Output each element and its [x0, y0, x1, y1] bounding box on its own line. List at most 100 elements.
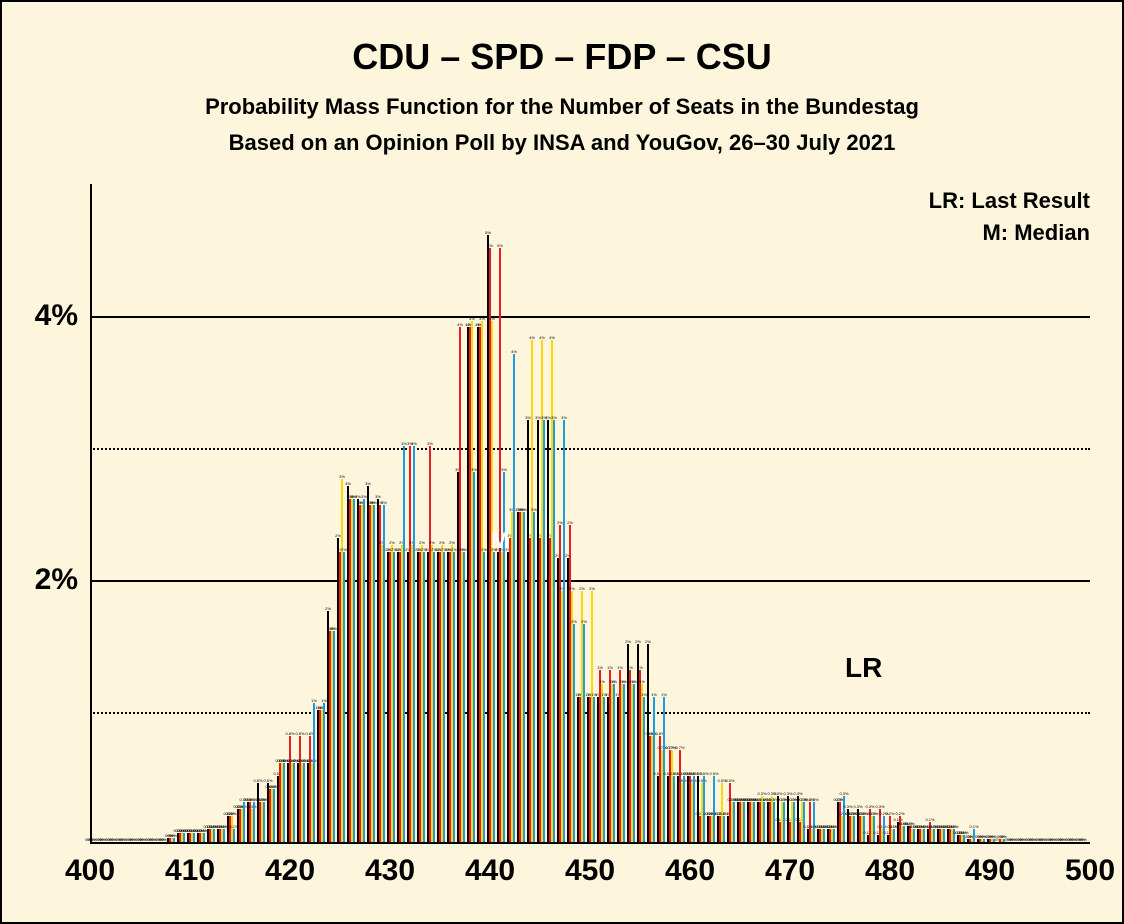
- bar: 2%: [573, 624, 575, 842]
- bar: 3%: [353, 499, 355, 842]
- x-tick-label: 470: [765, 854, 815, 888]
- bar: 0.6%: [293, 763, 295, 842]
- bar-value-label: 0.3%: [843, 804, 852, 809]
- bar-value-label: 1%: [637, 665, 643, 670]
- bar: 2%: [423, 552, 425, 842]
- bar: 1%: [313, 703, 315, 842]
- bar-value-label: 0.3%: [793, 791, 802, 796]
- y-tick-label: 2%: [35, 563, 78, 597]
- bar: 0.1%: [913, 829, 915, 842]
- bar: 0.3%: [793, 802, 795, 842]
- bar: 0.1%: [833, 829, 835, 842]
- bar: 3%: [533, 512, 535, 842]
- chart-title: CDU – SPD – FDP – CSU: [0, 36, 1124, 78]
- bar: 1%: [593, 697, 595, 842]
- bar-value-label: 3%: [345, 481, 351, 486]
- bar-value-label: 0.3%: [247, 804, 256, 809]
- bar: 0%: [983, 839, 985, 842]
- bar: 0.4%: [273, 789, 275, 842]
- bar-value-label: 2%: [579, 586, 585, 591]
- bar: 2%: [483, 552, 485, 842]
- bar: 3%: [413, 446, 415, 842]
- bar-value-label: 0.5%: [697, 778, 706, 783]
- bar-value-label: 0.1%: [949, 824, 958, 829]
- bar: 0.3%: [803, 802, 805, 842]
- bar: 2%: [453, 552, 455, 842]
- bar-value-label: 0.2%: [895, 811, 904, 816]
- bar: 0.3%: [763, 802, 765, 842]
- bar-value-label: 0%: [1081, 837, 1087, 842]
- bar-value-label: 1%: [639, 679, 645, 684]
- bar-value-label: 1%: [597, 665, 603, 670]
- bar: 0.5%: [683, 776, 685, 842]
- x-axis-line: [90, 842, 1090, 844]
- bar-value-label: 0.5%: [677, 778, 686, 783]
- bar-value-label: 3%: [427, 441, 433, 446]
- bar-value-label: 2%: [325, 606, 331, 611]
- bar: 3%: [523, 512, 525, 842]
- bar-value-label: 0.5%: [263, 778, 272, 783]
- bar-value-label: 0.3%: [757, 791, 766, 796]
- bar-value-label: 2%: [449, 540, 455, 545]
- bar-value-label: 2%: [567, 520, 573, 525]
- bar-value-label: 0.6%: [307, 758, 316, 763]
- x-tick-label: 430: [365, 854, 415, 888]
- bar: 2%: [463, 552, 465, 842]
- bar-value-label: 3%: [551, 415, 557, 420]
- bar-value-label: 4%: [539, 335, 545, 340]
- bar-value-label: 3%: [501, 467, 507, 472]
- bar-value-label: 0.1%: [969, 824, 978, 829]
- bar-value-label: 0.3%: [853, 804, 862, 809]
- bar: 0.2%: [863, 816, 865, 842]
- bar: 3%: [543, 420, 545, 842]
- bar: 0.1%: [903, 826, 905, 842]
- bar: 0.3%: [773, 802, 775, 842]
- x-tick-label: 460: [665, 854, 715, 888]
- bar: 2%: [583, 624, 585, 842]
- bar: 0.5%: [703, 776, 705, 842]
- bar-value-label: 2%: [581, 619, 587, 624]
- bar-value-label: 3%: [381, 500, 387, 505]
- bar-value-label: 3%: [561, 415, 567, 420]
- bar: 0.2%: [873, 816, 875, 842]
- bar-value-label: 2%: [645, 639, 651, 644]
- gridline: [90, 580, 1090, 582]
- bar-value-label: 3%: [339, 474, 345, 479]
- bar-value-label: 5%: [487, 243, 493, 248]
- bar: 0.3%: [253, 802, 255, 842]
- bar-value-label: 1%: [607, 665, 613, 670]
- bar-value-label: 0.5%: [725, 778, 734, 783]
- x-tick-label: 500: [1065, 854, 1115, 888]
- bar: 0.1%: [213, 829, 215, 842]
- bar-value-label: 4%: [469, 316, 475, 321]
- title-block: CDU – SPD – FDP – CSU Probability Mass F…: [0, 36, 1124, 166]
- bar: 0.1%: [203, 833, 205, 842]
- bar: 1%: [653, 697, 655, 842]
- bar: 0.3%: [843, 796, 845, 842]
- y-tick-label: 4%: [35, 299, 78, 333]
- bar: 1%: [323, 703, 325, 842]
- bar-value-label: 0.2%: [869, 811, 878, 816]
- bar-value-label: 2%: [589, 586, 595, 591]
- bar: 0.5%: [713, 776, 715, 842]
- x-tick-label: 400: [65, 854, 115, 888]
- bar-value-label: 1%: [599, 679, 605, 684]
- bar-value-label: 0.2%: [885, 811, 894, 816]
- chart-subtitle-2: Based on an Opinion Poll by INSA and You…: [0, 130, 1124, 156]
- bar-value-label: 0.5%: [687, 778, 696, 783]
- bar-value-label: 0.3%: [809, 797, 818, 802]
- bar-value-label: 4%: [549, 335, 555, 340]
- bar: 0.1%: [933, 829, 935, 842]
- bar: 0.3%: [243, 802, 245, 842]
- bar-value-label: 4%: [511, 349, 517, 354]
- bar: 0.1%: [943, 829, 945, 842]
- bar-value-label: 2%: [429, 540, 435, 545]
- bar-value-label: 1%: [651, 692, 657, 697]
- bar: 2%: [493, 552, 495, 842]
- bar: 2%: [393, 552, 395, 842]
- bar-value-label: 0.8%: [295, 731, 304, 736]
- bar-value-label: 0.3%: [237, 804, 246, 809]
- x-tick-label: 480: [865, 854, 915, 888]
- bar: 0.3%: [733, 802, 735, 842]
- bar: 3%: [363, 499, 365, 842]
